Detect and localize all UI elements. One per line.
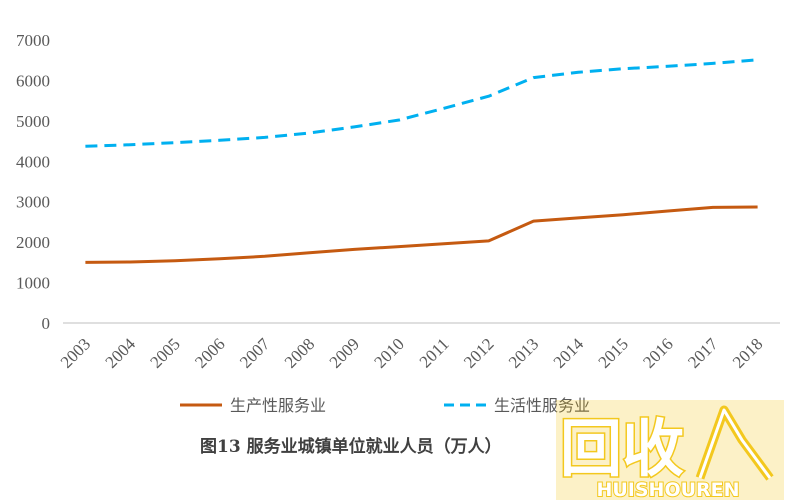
y-tick-label: 1000 xyxy=(16,274,50,293)
x-tick-label: 2007 xyxy=(236,334,274,372)
series-line-2 xyxy=(85,58,758,148)
x-tick-label: 2012 xyxy=(460,334,497,371)
y-tick-label: 3000 xyxy=(16,193,50,212)
figure-caption: 图13 服务业城镇单位就业人员（万人） xyxy=(200,436,502,457)
x-tick-label: 2018 xyxy=(729,334,766,371)
x-tick-label: 2014 xyxy=(550,334,588,372)
x-tick-label: 2008 xyxy=(281,334,318,371)
y-tick-label: 7000 xyxy=(16,31,50,50)
legend-label: 生产性服务业 xyxy=(230,396,326,415)
x-tick-label: 2010 xyxy=(370,334,407,371)
legend: 生产性服务业 生活性服务业 xyxy=(180,396,590,415)
watermark-logo-text: 回收 xyxy=(560,412,684,485)
x-tick-label: 2009 xyxy=(326,334,363,371)
y-tick-label: 4000 xyxy=(16,152,50,171)
y-tick-label: 2000 xyxy=(16,233,50,252)
x-tick-label: 2005 xyxy=(146,334,183,371)
x-tick-label: 2013 xyxy=(505,334,542,371)
y-axis-ticks: 0 1000 2000 3000 4000 5000 6000 7000 xyxy=(16,31,50,333)
x-axis-ticks: 2003 2004 2005 2006 2007 2008 2009 2010 2011 2012… xyxy=(57,334,767,372)
y-tick-label: 5000 xyxy=(16,112,50,131)
y-tick-label: 0 xyxy=(42,314,51,333)
legend-label: 生活性服务业 xyxy=(494,396,590,415)
series-line-1 xyxy=(85,205,758,264)
x-tick-label: 2017 xyxy=(684,334,722,372)
watermark-person-icon-inner xyxy=(698,408,772,479)
y-tick-label: 6000 xyxy=(16,71,50,90)
x-tick-label: 2016 xyxy=(639,334,676,371)
x-tick-label: 2004 xyxy=(102,334,140,372)
watermark-brand-text: HUISHOUREN xyxy=(596,479,739,500)
series-lines xyxy=(85,58,758,264)
x-tick-label: 2006 xyxy=(191,334,228,371)
x-tick-label: 2011 xyxy=(416,334,453,371)
x-tick-label: 2003 xyxy=(57,334,94,371)
x-tick-label: 2015 xyxy=(595,334,632,371)
